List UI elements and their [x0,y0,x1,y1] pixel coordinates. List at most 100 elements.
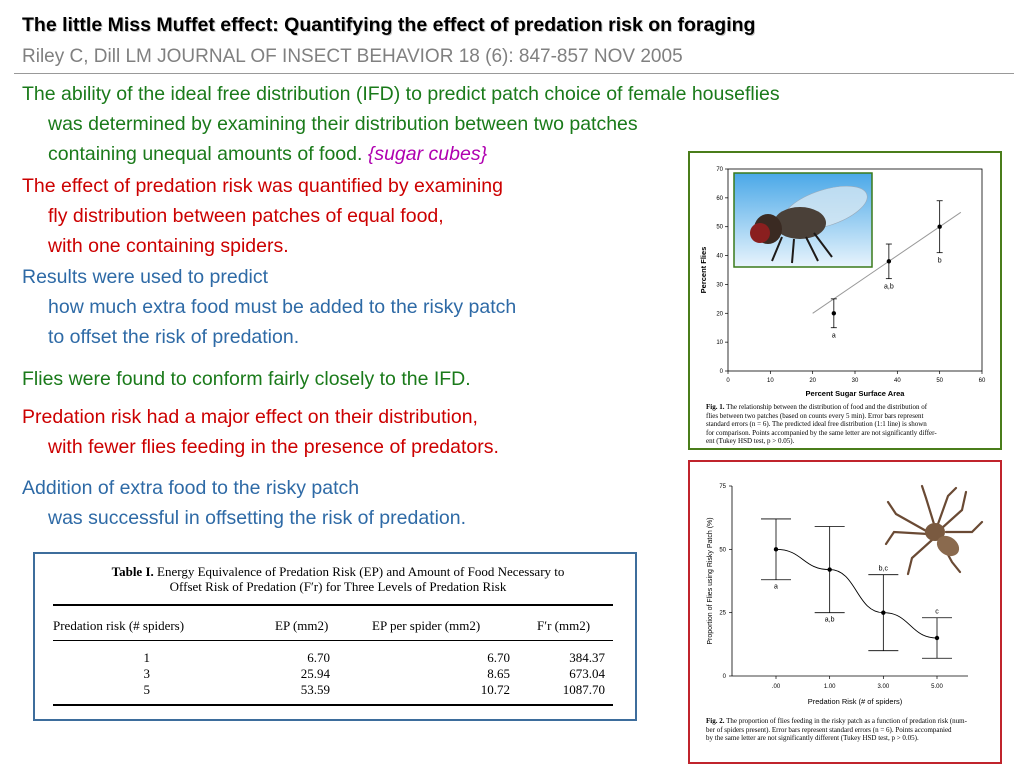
y-tick-label: 70 [716,167,723,173]
figure-1-chart: 0 10 20 30 40 50 60 0 10 20 30 40 50 60 70 Percent Suga… [699,167,986,398]
table-cell: 1087.70 [562,682,605,697]
paragraph-ifd: The ability of the ideal free distributi… [22,79,780,169]
paragraph-line: with fewer flies feeding in the presence… [48,436,499,458]
data-point [937,224,942,229]
x-tick-label: 50 [936,378,943,384]
y-axis-label: Proportion of Flies using Risky Patch (%… [707,517,714,644]
y-axis-label: Percent Flies [699,247,708,294]
paragraph-results: Results were used to predict how much ex… [22,262,516,352]
data-point [881,610,886,615]
table-header-cell: F′r (mm2) [537,618,591,633]
y-tick-label: 40 [716,254,723,260]
paragraph-line: to offset the risk of predation. [48,326,300,348]
y-tick-label: 0 [723,674,727,680]
figure-2-panel: 0 25 50 75 .00 1.00 3.00 5.00 Predation Risk (# … [688,460,1002,764]
y-tick-label: 50 [719,547,726,553]
figure-1-caption-line: flies between two patches (based on coun… [706,411,924,420]
y-tick-label: 60 [716,196,723,202]
spider-photo [884,484,984,576]
table-caption: Table I. Energy Equivalence of Predation… [53,564,623,594]
x-tick-label: 10 [767,378,774,384]
table-top-rule [53,604,613,606]
y-tick-label: 75 [719,484,726,490]
paragraph-line: fly distribution between patches of equa… [48,205,444,227]
paragraph-line: Addition of extra food to the risky patc… [22,477,360,499]
table-caption-text: Energy Equivalence of Predation Risk (EP… [157,564,565,579]
table-header-cell: EP (mm2) [275,618,329,633]
paragraph-extra-food: Addition of extra food to the risky patc… [22,473,466,533]
data-point [886,259,892,264]
point-label: b [938,258,942,265]
figure-2-caption-line: ber of spiders present). Error bars repr… [706,725,952,734]
slide-title: The little Miss Muffet effect: Quantifyi… [22,14,756,36]
data-point [773,547,779,552]
table-header-cell: EP per spider (mm2) [372,618,481,633]
figure-1-caption-line: standard errors (n = 6). The predicted i… [706,420,927,428]
header-divider [14,73,1014,74]
x-tick-label: .00 [772,684,781,690]
paragraph-line: was successful in offsetting the risk of… [48,507,467,529]
data-point [827,567,832,572]
paragraph-line: with one containing spiders. [48,235,289,257]
point-label: a [774,584,778,591]
table-cell: 6.70 [487,650,510,665]
figure-2-caption: Fig. 2. The proportion of flies feeding … [706,717,991,743]
y-tick-label: 10 [716,340,723,346]
table-caption-label: Table I. [111,564,154,579]
paragraph-line: The effect of predation risk was quantif… [22,175,503,197]
figure-2-caption-line: by the same letter are not significantly… [706,734,919,742]
data-point [831,311,837,316]
paragraph-text: containing unequal amounts of food. [48,143,363,165]
figure-1-caption-line: for comparison. Points accompanied by th… [706,428,937,437]
table-cell: 673.04 [569,666,605,681]
paragraph-predation-method: The effect of predation risk was quantif… [22,171,503,261]
paragraph-predation-effect: Predation risk had a major effect on the… [22,402,499,462]
figure-2-chart: 0 25 50 75 .00 1.00 3.00 5.00 Predation Risk (# … [707,484,984,706]
figure-1-caption-line: ent (Tukey HSD test, p > 0.05). [706,437,795,445]
point-label: a [832,333,836,340]
table-header-rule [53,640,613,641]
x-tick-label: 0 [726,378,730,384]
paragraph-line: how much extra food must be added to the… [48,296,517,318]
x-tick-label: 20 [809,378,816,384]
x-tick-label: 30 [852,378,859,384]
y-tick-label: 50 [716,225,723,231]
table-cell: 5 [143,682,151,697]
energy-equivalence-table: Table I. Energy Equivalence of Predation… [33,552,637,721]
table-cell: 8.65 [487,666,510,681]
paragraph-line: containing unequal amounts of food. {sug… [22,139,780,169]
y-tick-label: 20 [716,311,723,317]
paragraph-line: was determined by examining their distri… [48,113,638,135]
y-tick-label: 25 [719,611,726,617]
table-cell: 53.59 [300,682,330,697]
figure-1-panel: 0 10 20 30 40 50 60 0 10 20 30 40 50 60 70 Percent Suga… [688,151,1002,450]
x-tick-label: 5.00 [931,684,943,690]
x-axis-label: Predation Risk (# of spiders) [808,697,903,706]
x-tick-label: 1.00 [824,684,836,690]
paragraph-line: The ability of the ideal free distributi… [22,83,780,105]
table-caption-text: Offset Risk of Predation (F′r) for Three… [169,579,507,594]
data-point [934,635,940,641]
x-tick-label: 40 [894,378,901,384]
figure-1-caption-line: The relationship between the distributio… [726,403,928,411]
table-cell: 6.70 [307,650,330,665]
series-line [775,548,938,639]
table-cell: 3 [143,666,151,681]
paragraph-line: Results were used to predict [22,266,269,288]
table-cell: 25.94 [300,666,330,681]
paragraph-line: Flies were found to conform fairly close… [22,368,471,390]
table-cell: 1 [143,650,151,665]
point-label: b,c [879,566,889,573]
y-tick-label: 0 [720,369,724,375]
point-label: c [935,609,939,616]
table-cell: 384.37 [569,650,605,665]
table-cell: 10.72 [480,682,510,697]
y-tick-label: 30 [716,282,723,288]
table-header-cell: Predation risk (# spiders) [53,618,185,633]
paragraph-line: Predation risk had a major effect on the… [22,406,478,428]
ifd-line [812,211,962,314]
figure-2-caption-line: The proportion of flies feeding in the r… [726,717,967,725]
citation: Riley C, Dill LM JOURNAL OF INSECT BEHAV… [22,46,683,67]
figure-1-caption-label: Fig. 1. [706,403,725,411]
x-tick-label: 60 [979,378,986,384]
